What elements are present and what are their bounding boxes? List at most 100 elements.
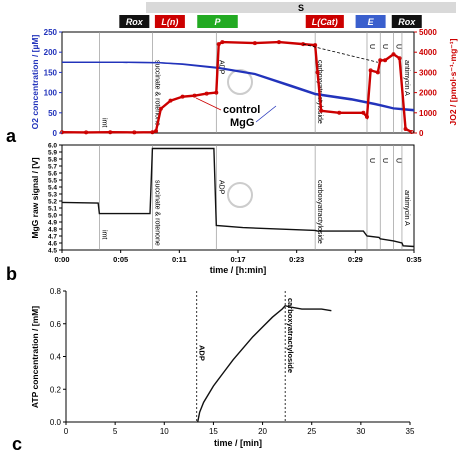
- event-label-b: succinate & rotenone: [153, 180, 160, 246]
- y-tick-label-b: 5.0: [48, 213, 57, 220]
- jo2-point: [315, 70, 320, 75]
- legend-control: control: [223, 104, 260, 116]
- y-tick-label-b: 4.7: [48, 234, 57, 241]
- panel-c: ADP carboxyatractyloside 0.0 0.2 0.4 0.6 0.8 0 5…: [30, 287, 415, 448]
- event-label-b: U: [381, 158, 388, 163]
- y-tick-label-left-a: 50: [48, 109, 57, 118]
- event-label-a: U: [368, 44, 375, 49]
- event-label-b: U: [368, 158, 375, 163]
- state-label: E: [368, 17, 375, 27]
- panel-c-label: c: [12, 434, 22, 454]
- jo2-point: [403, 126, 408, 131]
- state-label: L(n): [161, 17, 178, 27]
- y-tick-label-b: 4.9: [48, 220, 57, 227]
- panel-a: imt succinate & rotenone ADP carboxyatracty…: [30, 28, 458, 138]
- series-line-atp: [197, 304, 332, 423]
- event-label-b: carboxyatractyloside: [316, 180, 323, 244]
- y-tick-label-left-a: 200: [44, 48, 58, 57]
- x-tick-label-b: 0:17: [230, 255, 245, 264]
- y-tick-label-b: 5.6: [48, 171, 57, 178]
- jo2-point: [168, 98, 173, 103]
- x-tick-label-c: 10: [160, 427, 169, 436]
- jo2-point: [337, 110, 342, 115]
- event-label-b: imt: [100, 230, 107, 239]
- event-label-b: antimycin A: [403, 190, 410, 226]
- event-label-a: antimycin A: [403, 60, 410, 96]
- y-tick-label-b: 6.0: [48, 143, 57, 150]
- jo2-point: [220, 40, 225, 45]
- event-label-a: imt: [100, 118, 107, 127]
- y-tick-label-right-a: 4000: [419, 48, 437, 57]
- state-label: P: [214, 17, 221, 27]
- y-tick-label-b: 5.3: [48, 192, 57, 199]
- jo2-point: [397, 56, 402, 61]
- jo2-point: [378, 58, 383, 63]
- jo2-point: [216, 42, 221, 47]
- jo2-point: [383, 58, 388, 63]
- jo2-point: [364, 114, 369, 119]
- event-label-b: U: [395, 158, 402, 163]
- y-tick-label-c: 0.0: [50, 418, 62, 427]
- watermark-icon: [227, 69, 253, 95]
- series-line-mgg: [62, 61, 415, 111]
- y-tick-label-b: 5.1: [48, 206, 57, 213]
- watermark-icon: [227, 182, 253, 208]
- jo2-point: [409, 129, 414, 134]
- y-axis-label-b: MgG raw signal / [V]: [30, 157, 40, 238]
- event-label-a: succinate & rotenone: [153, 60, 160, 126]
- jo2-point: [60, 130, 65, 135]
- legend-mgg: MgG: [230, 117, 254, 129]
- x-tick-label-c: 5: [113, 427, 118, 436]
- x-tick-label-b: 0:23: [289, 255, 304, 264]
- event-label-a: U: [381, 44, 388, 49]
- y-tick-label-left-a: 100: [44, 89, 58, 98]
- state-box-3: [305, 15, 344, 28]
- panel-a-label: a: [6, 126, 17, 146]
- state-box-5: [391, 15, 422, 28]
- y-tick-label-right-a: 5000: [419, 28, 437, 37]
- state-box-2: [197, 15, 238, 28]
- jo2-point: [132, 130, 137, 135]
- x-tick-label-c: 20: [258, 427, 267, 436]
- y-axis-label-right-a: JO2 / [pmol·s⁻¹·mg⁻¹]: [448, 38, 458, 125]
- dashed-connector: [303, 43, 378, 63]
- event-label-c: ADP: [198, 345, 207, 361]
- event-label-b: ADP: [217, 180, 224, 195]
- y-tick-label-b: 5.7: [48, 164, 57, 171]
- y-tick-label-b: 5.8: [48, 157, 57, 164]
- x-tick-label-b: 0:29: [348, 255, 363, 264]
- y-tick-label-right-a: 0: [419, 129, 424, 138]
- experimental-states-bar: S Rox L(n) P L(Cat) E Rox: [119, 2, 456, 28]
- state-label: L(Cat): [312, 17, 338, 27]
- jo2-point: [150, 130, 155, 135]
- state-box-0: [119, 15, 150, 28]
- panel-b: imt succinate & rotenone ADP carboxyatracty…: [30, 143, 422, 276]
- y-tick-label-b: 5.9: [48, 150, 57, 157]
- legend-pointer-control: [195, 97, 222, 111]
- plot-frame-a: [61, 31, 415, 134]
- jo2-point: [192, 93, 197, 98]
- state-label: Rox: [398, 17, 416, 27]
- s-bar-label: S: [298, 3, 304, 13]
- jo2-point: [319, 108, 324, 113]
- y-tick-label-c: 0.6: [50, 320, 62, 329]
- jo2-point: [361, 110, 366, 115]
- jo2-point: [391, 52, 396, 57]
- state-box-4: [355, 15, 386, 28]
- jo2-point: [252, 41, 257, 46]
- state-label: Rox: [126, 17, 144, 27]
- jo2-point: [204, 91, 209, 96]
- x-axis-label-c: time / [min]: [214, 438, 262, 448]
- y-tick-label-right-a: 3000: [419, 68, 437, 77]
- jo2-point: [214, 90, 219, 95]
- series-line-mgg-raw: [61, 147, 415, 248]
- x-tick-label-b: 0:05: [113, 255, 128, 264]
- x-tick-label-c: 0: [64, 427, 69, 436]
- y-tick-label-right-a: 1000: [419, 109, 437, 118]
- jo2-point: [84, 130, 89, 135]
- y-tick-label-left-a: 250: [44, 28, 58, 37]
- jo2-point: [375, 70, 380, 75]
- y-tick-label-left-a: 0: [53, 129, 58, 138]
- event-label-c: carboxyatractyloside: [286, 298, 295, 373]
- x-tick-label-c: 30: [356, 427, 365, 436]
